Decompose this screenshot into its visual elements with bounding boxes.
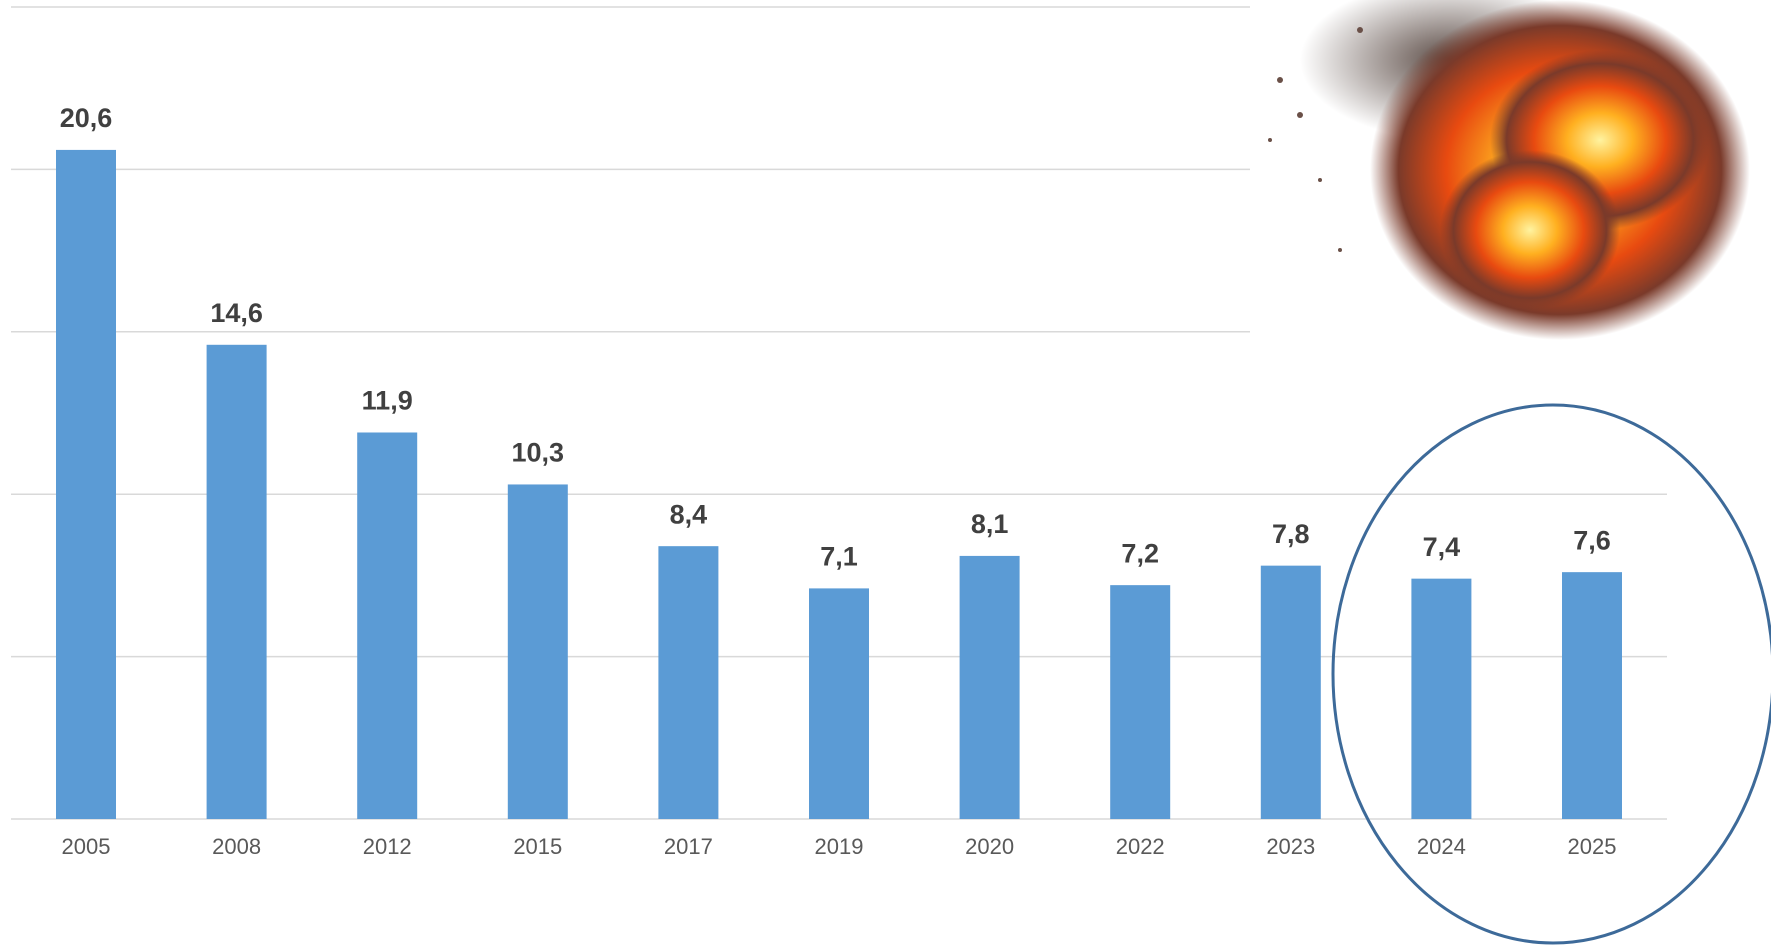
x-tick-label: 2015 xyxy=(513,834,562,859)
x-tick-label: 2005 xyxy=(62,834,111,859)
highlight-ellipse xyxy=(1331,403,1771,945)
bar xyxy=(1260,565,1321,819)
value-label: 11,9 xyxy=(362,386,413,416)
x-tick-label: 2024 xyxy=(1417,834,1466,859)
x-tick-label: 2008 xyxy=(212,834,261,859)
value-label: 7,1 xyxy=(820,542,858,572)
bar xyxy=(56,149,116,820)
x-tick-label: 2023 xyxy=(1266,834,1315,859)
x-tick-label: 2022 xyxy=(1116,834,1165,859)
value-label: 7,2 xyxy=(1121,538,1159,568)
value-label: 7,4 xyxy=(1423,532,1461,562)
bar xyxy=(1562,572,1622,819)
value-label: 10,3 xyxy=(512,438,565,468)
bar xyxy=(959,555,1020,819)
bar xyxy=(809,588,869,819)
value-label: 8,4 xyxy=(670,499,708,529)
value-label: 20,6 xyxy=(60,103,113,133)
bars: 20,6 2005 14,6 2008 11,9 2012 10,3 2015 8,4 2017 7… xyxy=(56,103,1622,859)
explosion-image xyxy=(1250,0,1771,350)
x-tick-label: 2025 xyxy=(1568,834,1617,859)
bar xyxy=(507,484,568,819)
grid xyxy=(11,6,1667,820)
bar xyxy=(357,432,418,819)
value-label: 8,1 xyxy=(971,509,1009,539)
bar xyxy=(1411,578,1472,819)
value-label: 7,8 xyxy=(1272,519,1310,549)
bar xyxy=(206,344,267,819)
value-label: 7,6 xyxy=(1573,525,1611,555)
bar xyxy=(1110,585,1171,819)
value-label: 14,6 xyxy=(210,298,263,328)
x-tick-label: 2019 xyxy=(815,834,864,859)
x-tick-label: 2020 xyxy=(965,834,1014,859)
x-tick-label: 2012 xyxy=(363,834,412,859)
x-tick-label: 2017 xyxy=(664,834,713,859)
bar xyxy=(658,546,719,819)
